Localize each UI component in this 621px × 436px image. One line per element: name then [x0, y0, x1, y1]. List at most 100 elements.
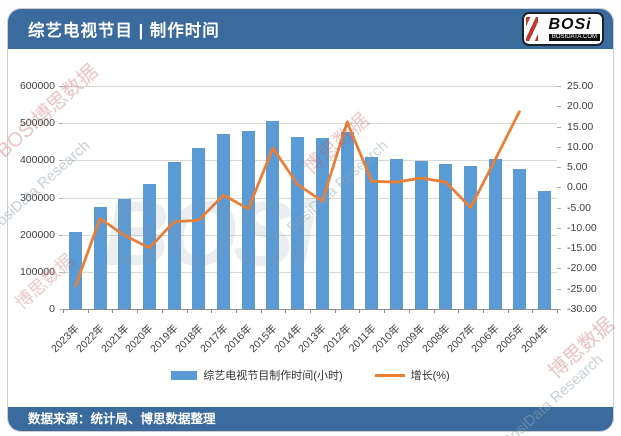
right-axis-tick [557, 86, 561, 87]
right-axis-tick [557, 106, 561, 108]
right-axis-tick [557, 207, 561, 209]
right-axis-tick-label: 0.00 [567, 181, 588, 194]
left-axis-tick [59, 123, 63, 125]
right-axis-tick-label: -25.00 [567, 282, 597, 295]
x-axis-tick [359, 309, 361, 313]
bar-2017年 [217, 133, 231, 309]
left-axis-tick-label: 200000 [19, 228, 55, 241]
left-axis-tick [59, 234, 63, 236]
x-axis-tick [260, 309, 262, 313]
bar-2016年 [241, 130, 255, 309]
x-axis-tick [384, 309, 386, 313]
x-axis-tick [532, 309, 534, 313]
x-axis-tick [433, 309, 435, 313]
left-axis-tick [59, 197, 63, 199]
logo-stripes-icon [526, 17, 538, 41]
right-axis-tick [557, 167, 561, 169]
bosi-logo: BOSi BOSIDATA.COM [522, 12, 604, 46]
bar-2021年 [118, 198, 132, 309]
line-swatch-icon [374, 373, 405, 377]
left-axis-tick [59, 309, 63, 310]
bar-2005年 [513, 168, 527, 309]
x-axis-tick [310, 309, 311, 313]
gridline [63, 160, 557, 162]
legend-label-bars: 综艺电视节目制作时间(小时) [203, 370, 343, 382]
footer-bar: 数据来源：统计局、博思数据整理 [8, 407, 613, 431]
gridline [63, 86, 557, 87]
legend-item-line: 增长(%) [374, 367, 450, 383]
bar-2010年 [389, 159, 403, 309]
gridline [63, 234, 557, 236]
right-axis-tick-label: -15.00 [567, 242, 597, 255]
bar-2023年 [68, 232, 82, 309]
bar-2009年 [414, 161, 428, 309]
bar-2013年 [315, 138, 329, 309]
right-axis-tick [557, 248, 561, 250]
chart-title: 综艺电视节目 | 制作时间 [28, 22, 220, 40]
bar-2014年 [291, 137, 305, 309]
report-card: 综艺电视节目 | 制作时间 BOSi BOSIDATA.COM 综艺电视节目制作… [7, 8, 614, 432]
right-axis-tick-label: -5.00 [567, 201, 591, 214]
right-axis-tick [557, 146, 561, 148]
bar-2006年 [488, 158, 502, 309]
bar-2022年 [93, 207, 107, 309]
x-axis-tick [161, 309, 163, 313]
x-axis-tick [458, 309, 460, 313]
right-axis-tick-label: 10.00 [567, 140, 594, 153]
header-bar: 综艺电视节目 | 制作时间 BOSi BOSIDATA.COM [8, 9, 613, 49]
left-axis-tick-label: 0 [49, 303, 55, 315]
left-axis-tick [59, 86, 63, 87]
bar-2011年 [365, 156, 379, 309]
left-axis-tick-label: 600000 [19, 80, 55, 92]
right-axis-tick [557, 126, 561, 128]
x-axis-tick [334, 309, 336, 313]
right-axis-tick [557, 268, 561, 270]
gridline [63, 197, 557, 199]
gridline [63, 123, 557, 125]
legend-label-line: 增长(%) [410, 370, 450, 382]
left-axis-tick-label: 100000 [19, 265, 55, 278]
bar-2004年 [538, 190, 552, 309]
chart-area: 综艺电视节目制作时间(小时) 增长(%) 600000 500000 400000 3… [8, 49, 613, 407]
right-axis-tick-label: 20.00 [567, 100, 594, 113]
right-axis-tick-label: -30.00 [567, 303, 597, 315]
right-axis-tick-label: 25.00 [567, 80, 594, 92]
x-axis-tick [137, 309, 139, 313]
legend-item-bars: 综艺电视节目制作时间(小时) [171, 367, 343, 383]
logo-subtext: BOSIDATA.COM [548, 33, 600, 42]
x-axis-tick [112, 309, 114, 313]
logo-main: BOSi BOSIDATA.COM [538, 15, 602, 42]
x-axis-tick [211, 309, 213, 313]
bar-2012年 [340, 132, 354, 309]
left-axis-tick [59, 271, 63, 273]
bar-2020年 [142, 183, 156, 309]
bar-2007年 [464, 166, 478, 309]
bar-swatch-icon [171, 370, 198, 380]
left-axis-tick [59, 160, 63, 162]
right-axis-tick-label: 15.00 [567, 120, 594, 133]
left-axis-tick-label: 300000 [19, 191, 55, 204]
x-axis-tick [186, 309, 188, 313]
right-axis-tick-label: 5.00 [567, 161, 588, 174]
left-axis-tick-label: 500000 [19, 117, 55, 130]
left-axis-tick-label: 400000 [19, 154, 55, 167]
x-axis-tick [235, 309, 237, 313]
x-axis-tick [557, 309, 558, 313]
right-axis-tick [557, 288, 561, 290]
right-axis-tick [557, 187, 561, 189]
right-axis-tick-label: -10.00 [567, 221, 597, 234]
x-axis-tick [408, 309, 410, 313]
logo-text: BOSi [548, 15, 592, 33]
gridline [63, 271, 557, 273]
x-axis-tick [87, 309, 89, 313]
bar-2018年 [192, 148, 206, 309]
bar-2008年 [439, 164, 453, 309]
x-axis-tick [507, 309, 509, 313]
bar-2019年 [167, 161, 181, 309]
x-axis-tick [63, 309, 64, 313]
right-axis-tick [557, 309, 561, 310]
data-source-text: 数据来源：统计局、博思数据整理 [28, 412, 216, 426]
bar-2015年 [266, 120, 280, 309]
right-axis-tick [557, 227, 561, 229]
